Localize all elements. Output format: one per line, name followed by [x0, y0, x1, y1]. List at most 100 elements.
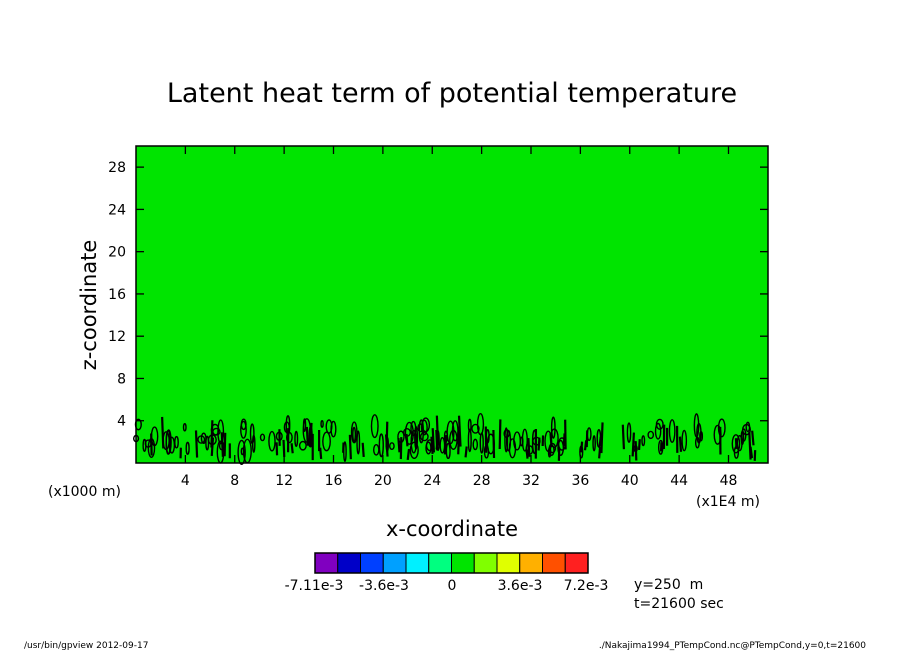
contour-line [197, 435, 206, 444]
contour-line [654, 422, 662, 440]
x-unit-left: (x1000 m) [48, 484, 121, 500]
colorbar-tick-label: 0 [448, 578, 457, 594]
contour-line [600, 422, 604, 454]
contour-line [696, 422, 702, 444]
contour-line [389, 442, 395, 451]
contour-line [731, 434, 741, 454]
y-tick-label: 20 [108, 245, 126, 261]
contour-line [419, 432, 429, 442]
contour-line [194, 430, 199, 458]
contour-line [521, 428, 528, 452]
contour-line [319, 447, 323, 460]
x-tick-label: 8 [230, 473, 239, 489]
contour-line [237, 439, 246, 466]
x-tick-label: 28 [473, 473, 491, 489]
contour-line [657, 439, 664, 455]
y-axis-label: z-coordinate [77, 240, 101, 371]
contour-line [406, 448, 411, 460]
colorbar-tick-label: 3.6e-3 [498, 578, 543, 594]
contour-line [583, 440, 588, 451]
contour-line [634, 441, 638, 461]
contour-line [550, 416, 556, 439]
contour-line [217, 419, 225, 445]
contour-line [240, 420, 247, 439]
colorbar [314, 552, 589, 574]
contour-line [504, 427, 509, 453]
contour-line [142, 438, 147, 453]
contour-line [592, 435, 596, 452]
contour-line [678, 436, 683, 452]
contour-line [350, 421, 358, 444]
colorbar-frame [314, 552, 589, 574]
contour-line [621, 424, 626, 450]
contour-line [508, 438, 517, 459]
contour-line [240, 447, 245, 456]
contour-line [681, 429, 688, 452]
contour-line [527, 437, 531, 457]
colorbar-cell [542, 552, 566, 574]
y-axis: 4 8 12 16 20 24 28 [108, 160, 768, 430]
contour-line [745, 421, 751, 433]
contour-line [492, 429, 496, 459]
contour-line [348, 434, 352, 460]
contour-line [220, 432, 225, 457]
colorbar-cell [564, 552, 589, 574]
contour-line [717, 418, 726, 438]
footer-right: ./Nakajima1994_PTempCond.nc@PTempCond,y=… [598, 641, 866, 651]
contour-line [223, 432, 227, 457]
colorbar-cell [451, 552, 475, 574]
annotation-t: t=21600 sec [634, 596, 724, 612]
contour-line [404, 421, 414, 445]
contour-line [467, 418, 472, 433]
contour-line [205, 435, 210, 451]
x-tick-label: 44 [670, 473, 688, 489]
colorbar-cell [496, 552, 521, 574]
contour-line [537, 437, 541, 451]
colorbar-tick-label: -3.6e-3 [359, 578, 409, 594]
x-tick-label: 48 [720, 473, 738, 489]
contour-line [549, 433, 553, 448]
contour-line [525, 449, 529, 459]
contour-line [305, 426, 309, 446]
contour-line [443, 434, 448, 455]
contour-line [210, 437, 215, 457]
plot-area [136, 146, 768, 463]
y-tick-label: 24 [108, 202, 126, 218]
contour-line [457, 415, 462, 447]
colorbar-tick-label: -7.11e-3 [285, 578, 344, 594]
contour-line [168, 436, 176, 454]
contour-line [647, 430, 655, 440]
contour-line [370, 414, 379, 439]
contour-line [598, 446, 602, 459]
contour-line [309, 422, 313, 447]
contour-line [734, 438, 738, 449]
colorbar-cell [337, 552, 361, 574]
chart-title: Latent heat term of potential temperatur… [167, 78, 737, 109]
contour-line [409, 441, 419, 459]
x-tick-label: 16 [325, 473, 343, 489]
colorbar-cell [360, 552, 384, 574]
contour-line [641, 435, 646, 447]
contour-line [290, 443, 294, 454]
contour-line [384, 434, 389, 457]
colorbar-cell [405, 552, 430, 574]
x-axis-label: x-coordinate [386, 517, 518, 541]
contour-line [200, 432, 207, 444]
contour-line [498, 419, 502, 449]
x-tick-label: 40 [621, 473, 639, 489]
y-tick-label: 28 [108, 160, 126, 176]
contour-line [420, 419, 428, 436]
contour-line [298, 440, 307, 451]
contour-line [476, 413, 485, 436]
colorbar-cell [382, 552, 407, 574]
contour-line [655, 418, 664, 430]
colorbar-labels: -7.11e-3 -3.6e-3 0 3.6e-3 7.2e-3 [285, 578, 609, 594]
x-axis: 4 8 12 16 20 24 28 32 36 40 44 48 [181, 146, 738, 489]
contour-line [405, 433, 409, 447]
contour-line [356, 430, 361, 455]
contour-line [749, 446, 754, 459]
y-tick-label: 4 [117, 414, 126, 430]
x-unit-right: (x1E4 m) [696, 494, 760, 510]
contour-line [503, 429, 510, 439]
